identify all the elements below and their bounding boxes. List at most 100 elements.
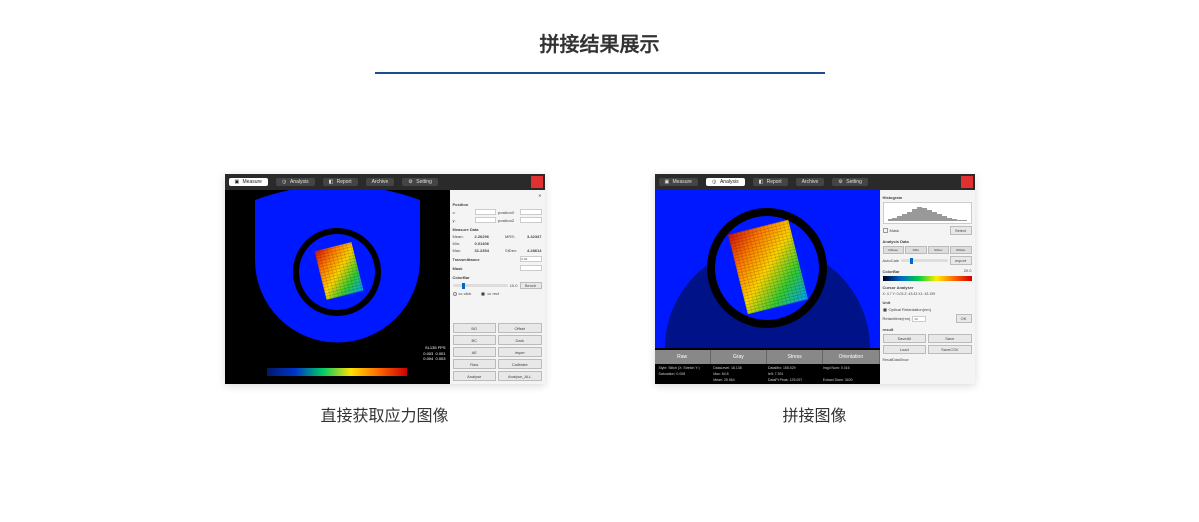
ok-button[interactable]: OK (956, 314, 972, 323)
transmittance-row: Transmittance0.92 (453, 255, 542, 262)
label: x: (453, 210, 473, 215)
tab-stdev[interactable]: StDev (928, 246, 950, 254)
tab-rms[interactable]: RMs (905, 246, 927, 254)
calibrate-button[interactable]: Calibrate (498, 359, 542, 369)
label: y: (453, 218, 473, 223)
gear-icon: ⚙ (838, 179, 844, 185)
unit-opt-row: Optical Retardation(nm) (883, 307, 972, 312)
analyse-all-button[interactable]: Analyse_ALL (498, 371, 542, 381)
imper-button[interactable]: Imper (498, 347, 542, 357)
export-button[interactable]: export (950, 256, 972, 265)
analysis-data-title: Analysis Data (883, 239, 972, 244)
radio-label: cc click (459, 291, 472, 296)
value: 2.26296 (475, 234, 489, 239)
bench-button[interactable]: Bench (520, 282, 542, 289)
menu-tab-report[interactable]: ◧Report (753, 178, 788, 186)
sidebar-right: Histogram MaskSelect Analysis Data DMean… (880, 190, 975, 384)
menu-label: Archive (372, 179, 389, 185)
y-field[interactable] (475, 217, 497, 223)
label: Mask (453, 266, 463, 271)
menu-tab-analysis[interactable]: ◶Analysis (276, 178, 315, 186)
menu-tab-measure[interactable]: ▣Measure (659, 178, 698, 186)
saveall-button[interactable]: SaveAll (883, 334, 927, 343)
slider-thumb[interactable] (462, 283, 465, 289)
colorbar-slider[interactable] (453, 284, 508, 287)
footer-item: Max: 84.8 (713, 372, 766, 376)
viewport-right[interactable]: Raw Gray Stress Orientation Style: Stitc… (655, 190, 880, 384)
posz-field[interactable] (520, 217, 542, 223)
label: Optical Retardation(nm) (889, 307, 931, 312)
autocale-slider[interactable] (901, 259, 948, 262)
measure-row: Min:0.01406 (453, 241, 542, 246)
mask-field[interactable] (520, 265, 542, 271)
tab-dratio[interactable]: DRatio (950, 246, 972, 254)
stat-val: 0.004 (423, 356, 433, 361)
menubar-right: ▣Measure ◶Analysis ◧Report Archive ⚙Sett… (655, 174, 975, 190)
unit-title: Unit (883, 300, 972, 305)
colorbar-max: 20.0 (964, 268, 972, 273)
tab-gray[interactable]: Gray (711, 350, 767, 364)
autocale-row: AutoCaleexport (883, 256, 972, 265)
position-row: x:positionX (453, 209, 542, 215)
label: MRS: (505, 234, 525, 239)
radio-label: cc rect (487, 291, 499, 296)
menu-tab-archive[interactable]: Archive (796, 178, 825, 186)
close-icon[interactable] (961, 176, 973, 188)
hide-icon[interactable]: ✕ (538, 193, 541, 198)
chart-icon: ◶ (712, 179, 718, 185)
menu-label: Analysis (720, 179, 739, 185)
histogram-chart (883, 202, 972, 224)
section-position-title: Position (453, 202, 542, 207)
save-button[interactable]: Save (928, 334, 972, 343)
viewport-left[interactable]: SL135 FPS 0.003 0.001 0.004 0.003 (225, 190, 450, 384)
value: 0.01406 (475, 241, 489, 246)
mask-checkbox[interactable] (883, 228, 888, 233)
load-button[interactable]: Load (883, 345, 927, 354)
bg-button[interactable]: BG (453, 323, 497, 333)
offset-button[interactable]: Offset (498, 323, 542, 333)
value: 3.42347 (527, 234, 541, 239)
ae-button[interactable]: AE (453, 347, 497, 357)
retardtime-field[interactable]: 10 (912, 316, 926, 322)
view-mode-tabs: Raw Gray Stress Orientation (655, 350, 880, 364)
label: Retardtime(nm) (883, 316, 911, 321)
x-field[interactable] (475, 209, 497, 215)
transmittance-field[interactable]: 0.92 (520, 256, 542, 262)
measure-row: Max:31.2354StDev:4.28614 (453, 248, 542, 253)
unit-radio[interactable] (883, 308, 887, 312)
menu-tab-setting[interactable]: ⚙Setting (832, 178, 868, 186)
tab-orientation[interactable]: Orientation (823, 350, 879, 364)
bc-button[interactable]: BC (453, 335, 497, 345)
menu-tab-report[interactable]: ◧Report (323, 178, 358, 186)
menu-label: Setting (416, 179, 432, 185)
mask-select-button[interactable]: Select (950, 226, 972, 235)
menu-tab-measure[interactable]: ▣Measure (229, 178, 268, 186)
analysis-tabs: DMean RMs StDev DRatio (883, 246, 972, 254)
gear-icon: ⚙ (408, 179, 414, 185)
close-icon[interactable] (531, 176, 543, 188)
savecsv-button[interactable]: SaveCSV (928, 345, 972, 354)
menu-label: Measure (243, 179, 262, 185)
raw-button[interactable]: Raw (453, 359, 497, 369)
dark-button[interactable]: Dark (498, 335, 542, 345)
retardtime-row: Retardtime(nm)10 OK (883, 314, 972, 323)
tab-raw[interactable]: Raw (655, 350, 711, 364)
menu-tab-setting[interactable]: ⚙Setting (402, 178, 438, 186)
tab-dmean[interactable]: DMean (883, 246, 905, 254)
radio-ccrect[interactable] (481, 292, 485, 296)
label: Mean: (453, 234, 473, 239)
analyse-button[interactable]: Analyse (453, 371, 497, 381)
mask-row: MaskSelect (883, 226, 972, 235)
app-left: ▣Measure ◶Analysis ◧Report Archive ⚙Sett… (225, 174, 545, 384)
position-row: y:positionZ (453, 217, 542, 223)
slider-thumb[interactable] (910, 258, 913, 264)
doc-icon: ◧ (759, 179, 765, 185)
radio-ccclick[interactable] (453, 292, 457, 296)
posx-field[interactable] (520, 209, 542, 215)
tab-stress[interactable]: Stress (767, 350, 823, 364)
label: Min: (453, 241, 473, 246)
menu-tab-archive[interactable]: Archive (366, 178, 395, 186)
colorbar-row: ColorBar20.0 (883, 267, 972, 274)
menu-tab-analysis[interactable]: ◶Analysis (706, 178, 745, 186)
stat-val: 0.003 (423, 351, 433, 356)
